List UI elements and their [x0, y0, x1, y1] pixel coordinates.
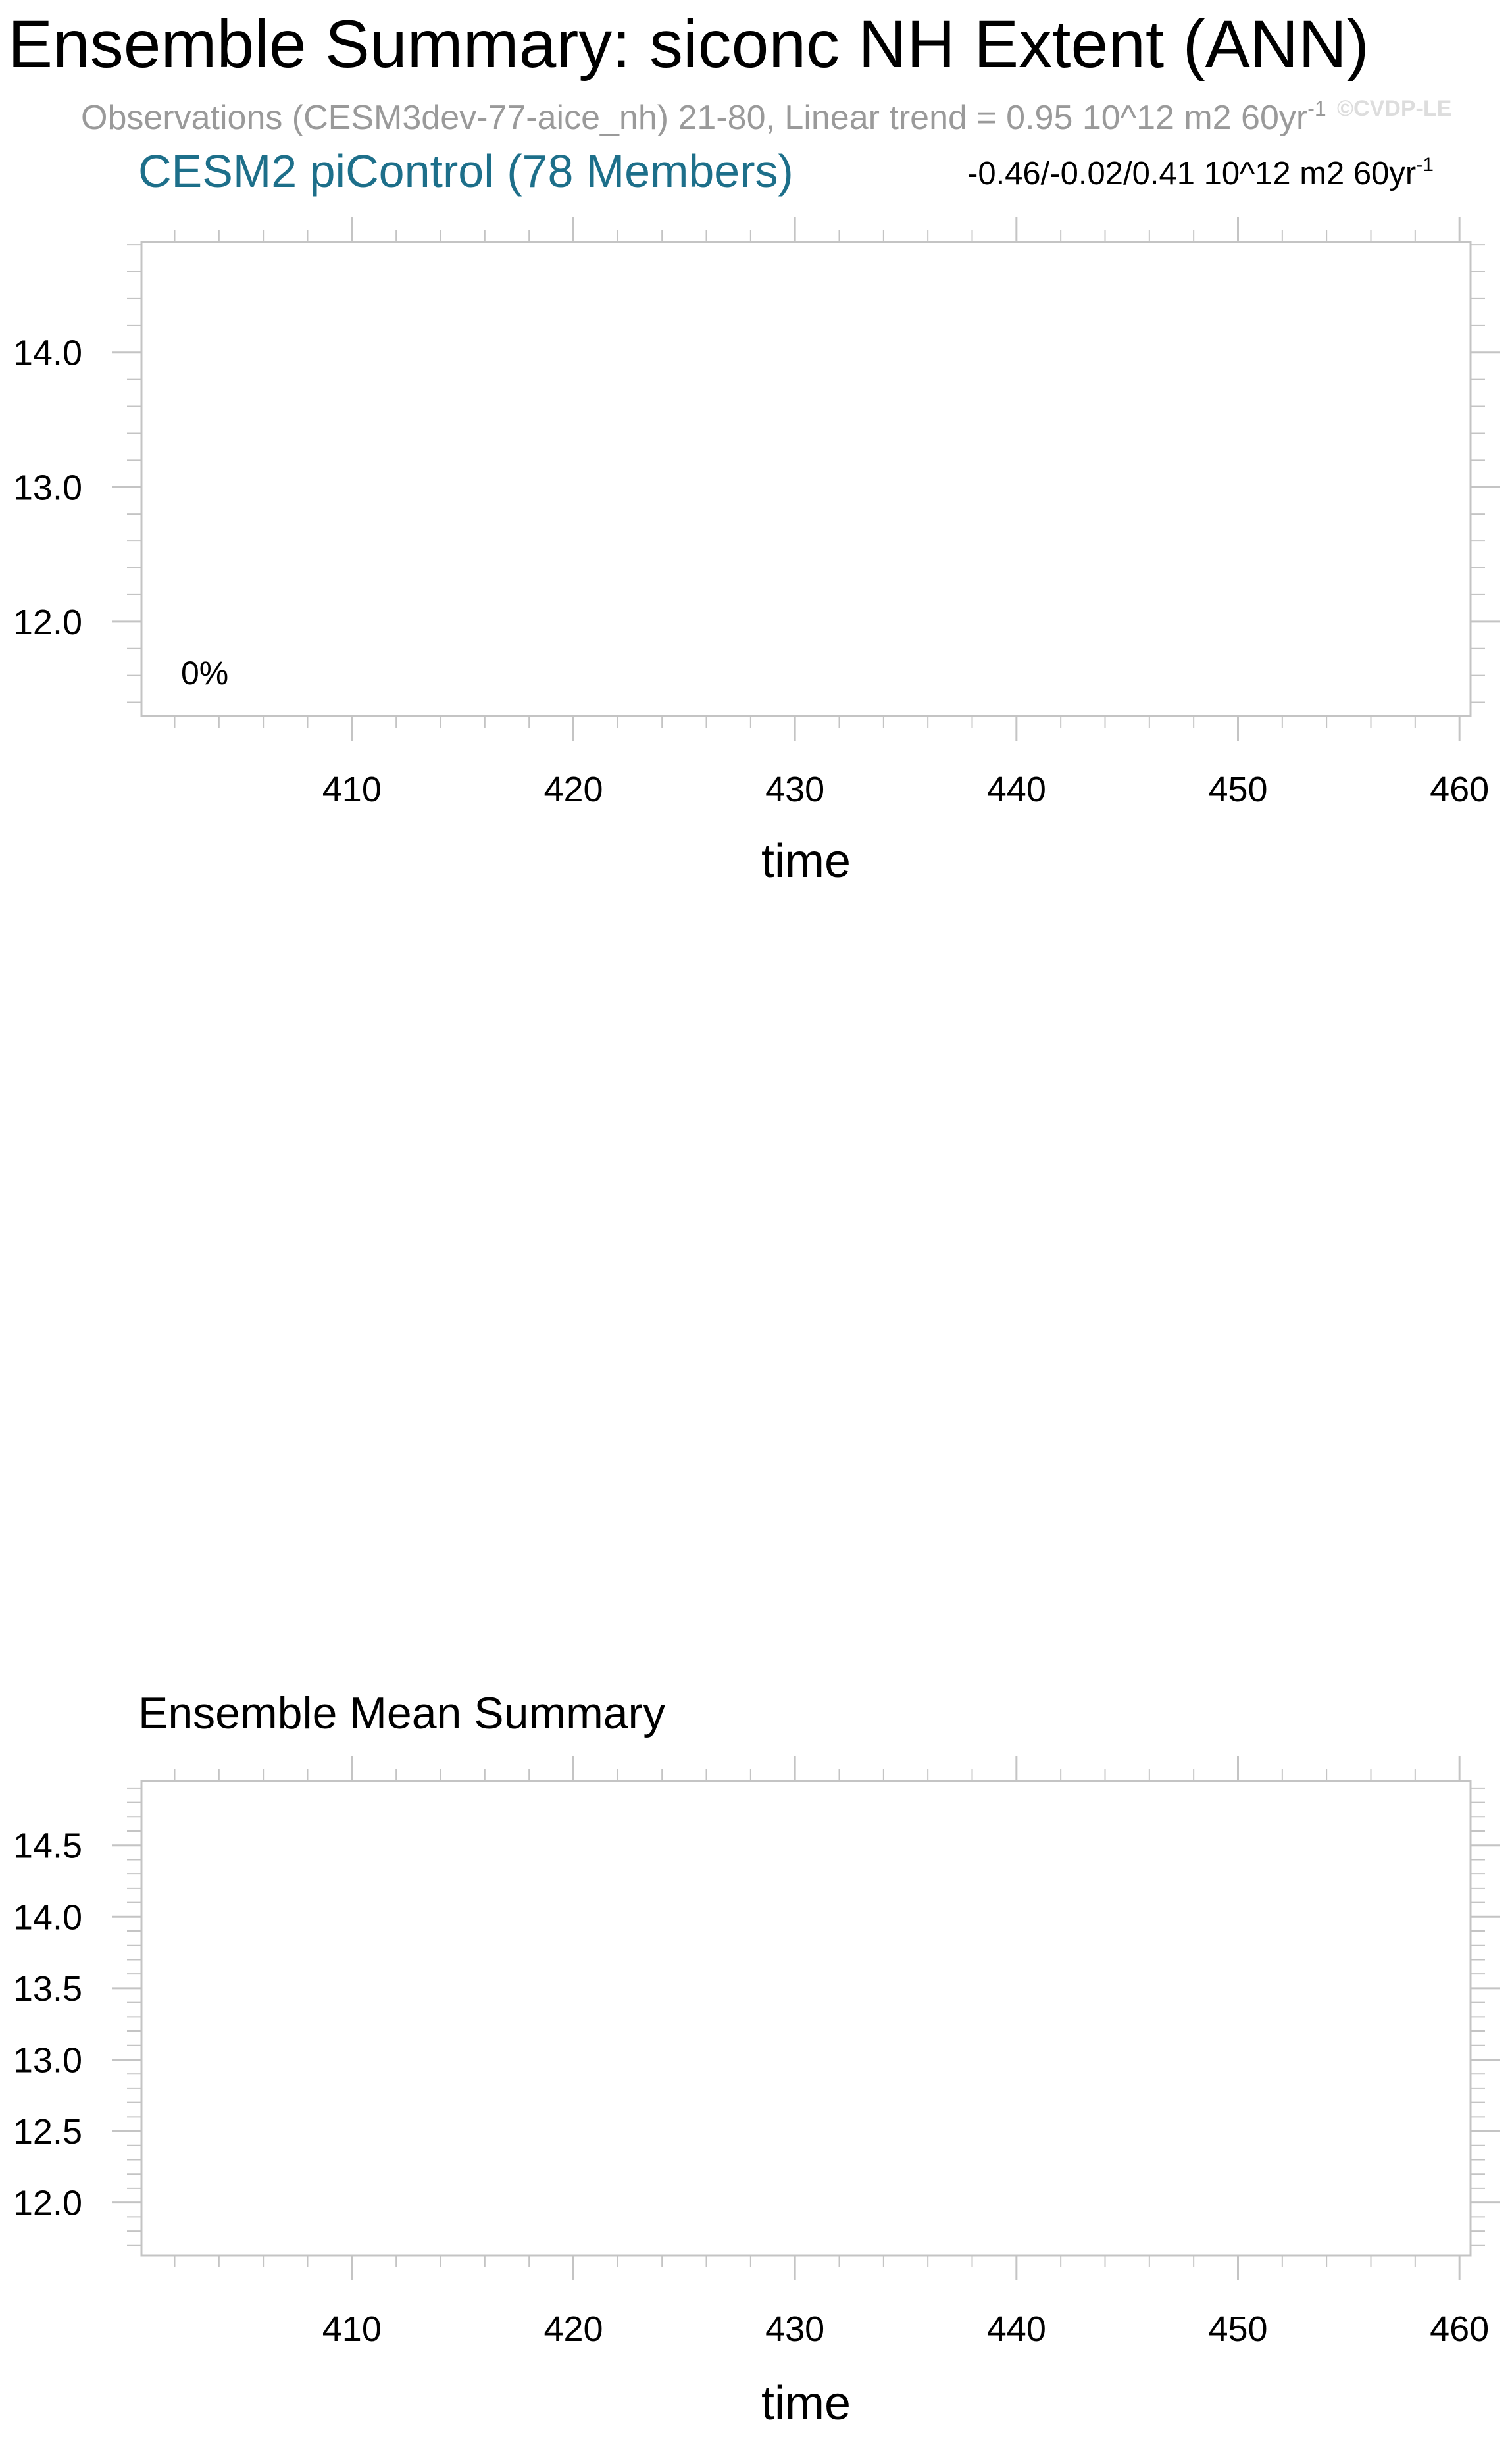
panel1-percentage-annotation: 0%	[181, 655, 228, 691]
panel1-plot-frame	[140, 241, 1472, 717]
panel1-x-tick-label: 420	[543, 770, 603, 809]
panel2-y-tick-label: 13.0	[13, 2040, 82, 2080]
panel1-plot: 410 420 430 440 450 460 12.0 13.0 14.0 0%	[13, 217, 1500, 809]
panel2-y-tick-label: 14.0	[13, 1898, 82, 1937]
panel2-plot-frame	[140, 1780, 1472, 2257]
panel2-x-tick-label: 420	[543, 2309, 603, 2349]
panel2-x-tick-label: 450	[1208, 2309, 1267, 2349]
figure-subtitle-text: Observations (CESM3dev-77-aice_nh) 21-80…	[81, 99, 1307, 137]
panel2-x-tick-label: 440	[987, 2309, 1046, 2349]
watermark: ©CVDP-LE	[1337, 96, 1451, 121]
panel2-xlabel: time	[761, 2377, 851, 2430]
panel1-trend-range-label: -0.46/-0.02/0.41 10^12 m2 60yr-1	[967, 154, 1434, 191]
panel2-y-tick-label: 12.0	[13, 2184, 82, 2223]
panel1-x-tick-label: 430	[765, 770, 824, 809]
figure-subtitle: Observations (CESM3dev-77-aice_nh) 21-80…	[81, 97, 1326, 137]
panel2-title: Ensemble Mean Summary	[138, 1688, 665, 1738]
panel2-y-tick-label: 12.5	[13, 2112, 82, 2151]
panel1-x-tick-label: 460	[1430, 770, 1489, 809]
panel1-trend-range-text: -0.46/-0.02/0.41 10^12 m2 60yr	[967, 156, 1416, 191]
panel1-x-tick-label: 410	[322, 770, 382, 809]
panel2-x-tick-label: 460	[1430, 2309, 1489, 2349]
panel1-x-tick-label: 440	[987, 770, 1046, 809]
panel2-plot: 410 420 430 440 450 460 12.0 12.5 13.0 13.5 14.0 14…	[13, 1756, 1500, 2349]
panel2-y-tick-label: 13.5	[13, 1969, 82, 2009]
panel2-x-tick-label: 430	[765, 2309, 824, 2349]
figure-title: Ensemble Summary: siconc NH Extent (ANN)	[8, 7, 1369, 82]
panel1-y-tick-label: 14.0	[13, 334, 82, 373]
panel1-y-tick-label: 13.0	[13, 468, 82, 507]
panel2-x-tick-label: 410	[322, 2309, 382, 2349]
panel1-xlabel: time	[761, 835, 851, 888]
panel1-y-tick-label: 12.0	[13, 603, 82, 642]
panel1-trend-range-exponent: -1	[1416, 154, 1434, 176]
panel1-x-tick-label: 450	[1208, 770, 1267, 809]
panel2-y-tick-label: 14.5	[13, 1826, 82, 1866]
figure-subtitle-exponent: -1	[1307, 97, 1326, 120]
panel1-title: CESM2 piControl (78 Members)	[138, 145, 794, 197]
